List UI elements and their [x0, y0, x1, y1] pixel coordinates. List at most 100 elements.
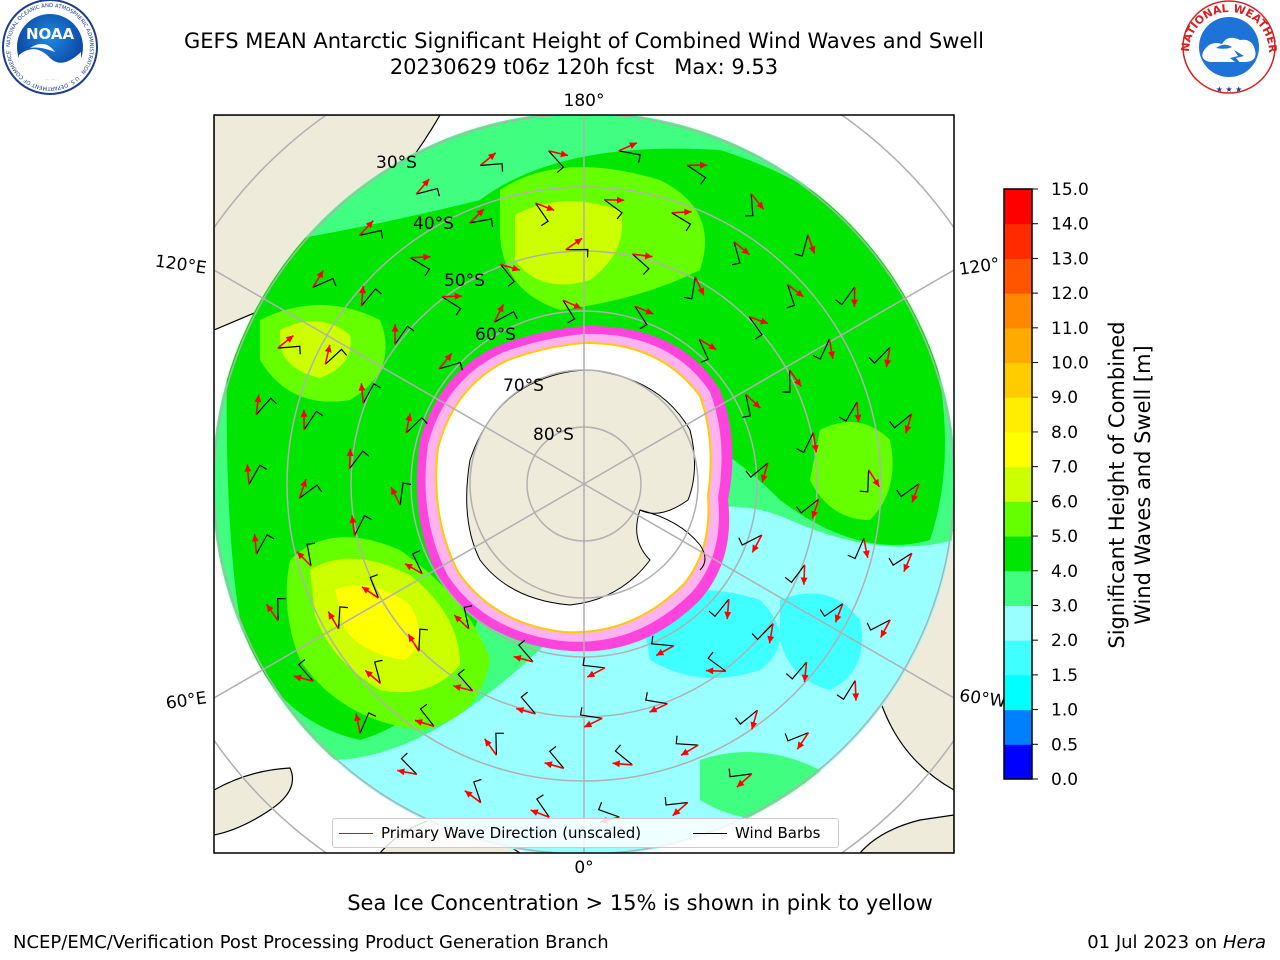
wave-arrow-head	[415, 719, 423, 726]
wind-barb	[312, 277, 337, 288]
colorbar-tick-label: 9.0	[1051, 388, 1078, 408]
wave-arrow-head	[254, 394, 262, 403]
nws-ring-text: NATIONAL WEATHER SERVICE	[0, 0, 1279, 54]
wave-arrow-head	[903, 563, 910, 572]
wind-barb	[738, 534, 763, 546]
wind-barb	[645, 692, 668, 705]
wind-barb	[748, 316, 763, 340]
wind-barb	[494, 310, 518, 323]
colorbar-segment	[1004, 640, 1032, 676]
wind-barb	[579, 707, 603, 719]
noaa-logo-icon: NOAA NATIONAL OCEANIC AND ATMOSPHERIC AD…	[2, 0, 98, 95]
map-legend: Primary Wave Direction (unscaled) Wind B…	[332, 818, 839, 848]
wave-arrow-head	[487, 152, 496, 161]
map-frame	[213, 114, 955, 854]
wind-barb	[785, 661, 807, 680]
wave-arrow-head	[365, 670, 373, 678]
wave-arrow-head	[316, 270, 324, 279]
wave-arrow-head	[629, 142, 637, 149]
colorbar	[1003, 188, 1033, 780]
colorbar-segment	[1004, 397, 1032, 433]
wind-barb	[812, 338, 830, 360]
wind-barb	[896, 483, 920, 498]
colorbar-segment	[1004, 674, 1032, 711]
wind-barb	[742, 394, 752, 418]
wave-arrow-head	[513, 655, 522, 662]
wind-barb	[439, 361, 463, 371]
colorbar-segment	[1004, 466, 1032, 502]
wave-arrow-head	[750, 721, 758, 730]
wind-barb	[671, 212, 692, 232]
wind-barb	[838, 401, 858, 422]
wave-arrow-head	[300, 479, 307, 488]
wave-arrow-head	[497, 304, 504, 313]
wave-arrow-head	[300, 409, 308, 417]
footer-date-text: 01 Jul 2023 on	[1087, 932, 1223, 953]
wave-arrow-head	[756, 201, 764, 210]
wind-barb	[866, 619, 891, 631]
wind-barb	[731, 241, 741, 266]
nws-logo-icon: NATIONAL WEATHER SERVICE ★ ★ ★	[0, 0, 1279, 94]
wind-barb	[303, 410, 324, 431]
wind-barb	[405, 416, 428, 434]
wind-barb	[306, 542, 316, 567]
wave-arrow-head	[546, 204, 555, 211]
map-area	[214, 115, 954, 853]
colorbar-segment	[1004, 501, 1032, 537]
colorbar-segment	[1004, 327, 1032, 364]
wind-barb	[794, 234, 809, 257]
wave-arrow-head	[251, 534, 259, 542]
wave-arrow-head	[700, 161, 708, 169]
wave-arrow-head	[391, 324, 399, 332]
colorbar-segment	[1004, 570, 1032, 606]
wave-arrow-head	[767, 635, 775, 644]
wave-arrow-head	[359, 286, 367, 294]
wave-arrow-head	[880, 629, 888, 638]
wave-arrow-head	[851, 299, 858, 307]
svg-text:★ ★ ★: ★ ★ ★	[1216, 85, 1243, 94]
wave-arrow-head	[349, 515, 357, 524]
legend-barb-label: Wind Barbs	[735, 824, 821, 842]
wave-arrow-head	[862, 550, 870, 558]
colorbar-tick-label: 11.0	[1051, 319, 1089, 339]
wind-barb	[735, 709, 758, 725]
wave-arrow-head	[297, 551, 305, 560]
wave-arrow-head	[884, 359, 892, 368]
colorbar-segment	[1004, 431, 1032, 468]
colorbar-tick-label: 1.0	[1051, 701, 1078, 721]
colorbar-tick-label: 1.5	[1051, 666, 1078, 686]
wave-arrow-head	[904, 425, 912, 434]
wind-barb	[819, 603, 844, 618]
wind-barb	[277, 597, 286, 621]
wind-barb	[548, 150, 565, 173]
wave-arrow-head	[911, 494, 918, 503]
wind-barb	[597, 801, 620, 818]
lat-label-60s: 60°S	[475, 325, 516, 345]
wave-arrow-head	[454, 615, 462, 623]
colorbar-segment	[1004, 223, 1032, 259]
wave-arrow-head	[612, 760, 620, 768]
lon-label-60e: 60°E	[165, 688, 208, 713]
wind-barb	[686, 164, 707, 185]
colorbar-tick-label: 3.0	[1051, 596, 1078, 616]
colorbar-tick-label: 6.0	[1051, 492, 1078, 512]
wave-arrow-head	[266, 604, 274, 613]
footer-date: 01 Jul 2023 on Hera	[1087, 932, 1266, 953]
wave-arrow-head	[708, 342, 717, 350]
wave-arrow-head	[649, 706, 658, 713]
lon-label-120e: 120°E	[154, 252, 208, 279]
wave-arrow-head	[560, 150, 569, 158]
wave-arrow-head	[828, 351, 835, 359]
wave-arrow-head	[324, 344, 332, 353]
colorbar-tick-label: 15.0	[1051, 180, 1089, 200]
wave-arrow-head	[672, 808, 681, 816]
wind-barb	[359, 229, 384, 239]
wind-barb	[399, 482, 411, 506]
wind-barb	[418, 628, 428, 652]
wave-arrow-head	[801, 674, 809, 682]
wave-arrow-head	[285, 335, 294, 343]
wave-arrow-head	[584, 720, 593, 727]
lat-label-40s: 40°S	[413, 214, 454, 234]
wave-arrow-head	[852, 693, 860, 701]
